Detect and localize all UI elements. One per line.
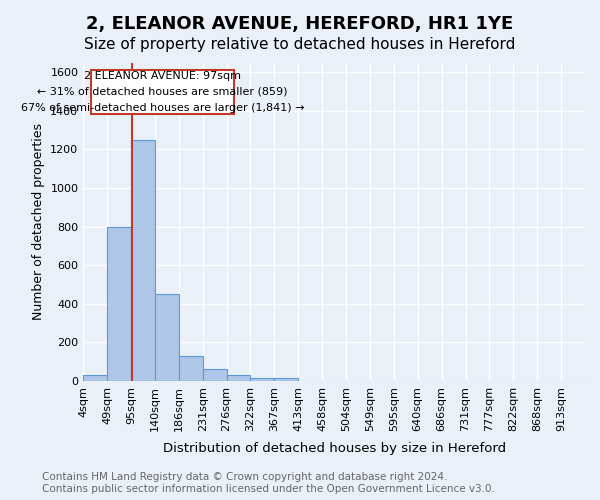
Bar [203,370,227,381]
Bar [83,375,107,381]
FancyBboxPatch shape [91,70,234,114]
Bar [155,294,179,381]
Bar [274,378,298,381]
Bar [179,356,203,381]
Text: 2 ELEANOR AVENUE: 97sqm
← 31% of detached houses are smaller (859)
67% of semi-d: 2 ELEANOR AVENUE: 97sqm ← 31% of detache… [21,72,304,112]
Text: Contains HM Land Registry data © Crown copyright and database right 2024.
Contai: Contains HM Land Registry data © Crown c… [42,472,495,494]
Bar [131,140,155,381]
Y-axis label: Number of detached properties: Number of detached properties [32,123,44,320]
Bar [250,378,274,381]
X-axis label: Distribution of detached houses by size in Hereford: Distribution of detached houses by size … [163,442,506,455]
Text: 2, ELEANOR AVENUE, HEREFORD, HR1 1YE: 2, ELEANOR AVENUE, HEREFORD, HR1 1YE [86,15,514,33]
Bar [227,375,250,381]
Bar [107,226,131,381]
Text: Size of property relative to detached houses in Hereford: Size of property relative to detached ho… [85,38,515,52]
